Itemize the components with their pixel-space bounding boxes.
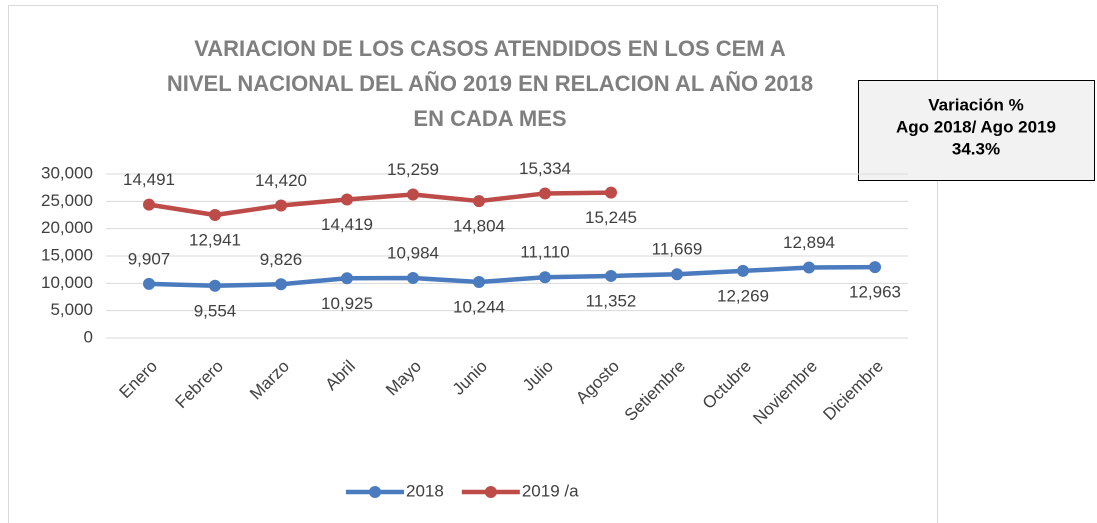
point <box>473 195 485 208</box>
point <box>407 188 419 201</box>
legend-marker <box>484 486 497 498</box>
data-label: 10,984 <box>387 243 439 262</box>
data-label: 9,826 <box>260 250 303 269</box>
point <box>275 278 287 291</box>
data-label: 14,419 <box>321 215 373 234</box>
point <box>539 187 551 200</box>
point <box>473 275 485 288</box>
point <box>605 269 617 282</box>
y-tick-label: 5,000 <box>50 300 93 319</box>
point <box>341 193 353 206</box>
series-line <box>148 190 612 218</box>
point <box>341 272 353 285</box>
point <box>407 271 419 284</box>
data-label: 14,804 <box>453 217 505 236</box>
y-tick-label: 0 <box>84 327 93 346</box>
chart-title: NIVEL NACIONAL DEL AÑO 2019 EN RELACION … <box>167 71 813 96</box>
chart-frame <box>8 5 938 523</box>
series-line <box>148 264 876 289</box>
data-label: 15,245 <box>585 208 637 227</box>
data-label: 14,420 <box>255 171 307 190</box>
point <box>143 277 155 290</box>
data-label: 9,554 <box>194 301 237 320</box>
point <box>539 271 551 284</box>
data-label: 12,941 <box>189 231 241 250</box>
data-label: 12,894 <box>783 233 835 252</box>
data-label: 15,259 <box>387 160 439 179</box>
data-label: 9,907 <box>128 249 171 268</box>
point <box>737 264 749 277</box>
data-label: 14,491 <box>123 170 175 189</box>
data-label: 10,244 <box>453 297 505 316</box>
point <box>869 261 881 274</box>
annotation: Variación % <box>928 95 1023 114</box>
y-tick-label: 20,000 <box>41 218 93 237</box>
annotation: Ago 2018/ Ago 2019 <box>896 117 1056 136</box>
point <box>143 198 155 211</box>
point <box>803 261 815 274</box>
data-label: 12,963 <box>849 283 901 302</box>
data-label: 15,334 <box>519 159 571 178</box>
data-label: 11,110 <box>520 243 569 262</box>
data-label: 11,669 <box>652 240 703 259</box>
point <box>671 268 683 281</box>
legend-label: 2018 <box>406 481 444 500</box>
legend-marker <box>369 486 381 498</box>
legend-label: 2019 /a <box>522 481 579 500</box>
chart-title: EN CADA MES <box>413 106 566 131</box>
y-tick-label: 10,000 <box>41 273 93 292</box>
data-label: 12,269 <box>717 286 769 305</box>
point <box>209 209 221 222</box>
y-tick-label: 25,000 <box>41 191 93 210</box>
annotation: 34.3% <box>952 139 1000 158</box>
data-label: 11,352 <box>586 291 637 310</box>
point <box>209 279 221 292</box>
annotation-box <box>858 80 1095 181</box>
chart-title: VARIACION DE LOS CASOS ATENDIDOS EN LOS … <box>194 36 786 61</box>
point <box>275 199 287 212</box>
data-label: 10,925 <box>321 294 373 313</box>
y-tick-label: 30,000 <box>41 163 93 182</box>
point <box>605 186 617 199</box>
y-tick-label: 15,000 <box>41 245 93 264</box>
